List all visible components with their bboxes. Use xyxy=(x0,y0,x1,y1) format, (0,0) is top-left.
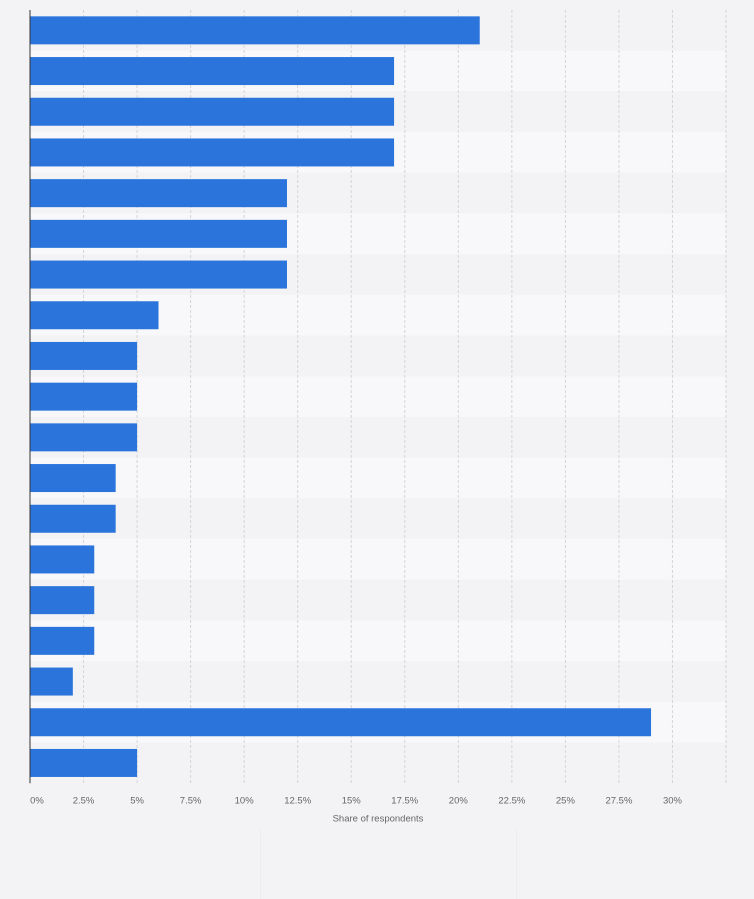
x-tick-label: 25% xyxy=(556,795,576,806)
row-band xyxy=(30,498,726,540)
bar[interactable] xyxy=(30,382,138,411)
row-band xyxy=(30,376,726,417)
bar[interactable] xyxy=(30,748,138,777)
bar[interactable] xyxy=(30,16,480,45)
x-tick-labels: 0% 2.5% 5% 7.5% 10% 12.5% 15% 17.5% 20% 22.5% 25% 2… xyxy=(30,795,682,806)
bar[interactable] xyxy=(30,626,95,655)
x-tick-label: 0% xyxy=(30,795,44,806)
x-tick-label: 22.5% xyxy=(498,795,525,806)
row-band xyxy=(30,742,726,784)
x-tick-label: 5% xyxy=(130,795,144,806)
bar-chart: 0% 2.5% 5% 7.5% 10% 12.5% 15% 17.5% 20% 22.5% 25% 2… xyxy=(29,10,727,824)
bar[interactable] xyxy=(30,301,159,330)
x-tick-label: 2.5% xyxy=(73,795,95,806)
chart-svg: 0% 2.5% 5% 7.5% 10% 12.5% 15% 17.5% 20% 22.5% 25% 2… xyxy=(29,10,727,824)
bar[interactable] xyxy=(30,260,287,289)
row-band xyxy=(30,335,726,377)
x-tick-label: 7.5% xyxy=(180,795,202,806)
footer-area xyxy=(0,830,754,899)
x-tick-label: 10% xyxy=(235,795,255,806)
x-tick-label: 12.5% xyxy=(284,795,311,806)
x-axis-label: Share of respondents xyxy=(333,813,424,824)
bar[interactable] xyxy=(30,586,95,615)
bar[interactable] xyxy=(30,545,95,574)
bar[interactable] xyxy=(30,423,138,452)
bar[interactable] xyxy=(30,708,652,737)
row-band xyxy=(30,539,726,580)
bar[interactable] xyxy=(30,219,287,248)
x-tick-label: 30% xyxy=(663,795,683,806)
bar[interactable] xyxy=(30,97,395,126)
x-tick-label: 17.5% xyxy=(391,795,418,806)
row-band xyxy=(30,661,726,702)
row-band xyxy=(30,457,726,499)
bar[interactable] xyxy=(30,341,138,370)
x-tick-label: 20% xyxy=(449,795,469,806)
bar[interactable] xyxy=(30,464,116,493)
bar[interactable] xyxy=(30,504,116,533)
row-band xyxy=(30,417,726,458)
x-tick-label: 15% xyxy=(342,795,362,806)
row-band xyxy=(30,579,726,621)
bar[interactable] xyxy=(30,179,287,208)
row-band xyxy=(30,620,726,662)
bar[interactable] xyxy=(30,57,395,86)
bar[interactable] xyxy=(30,667,73,696)
footer-column xyxy=(261,830,517,899)
x-tick-label: 27.5% xyxy=(605,795,632,806)
bars xyxy=(30,16,652,777)
footer-column xyxy=(0,830,261,899)
bar[interactable] xyxy=(30,138,395,167)
